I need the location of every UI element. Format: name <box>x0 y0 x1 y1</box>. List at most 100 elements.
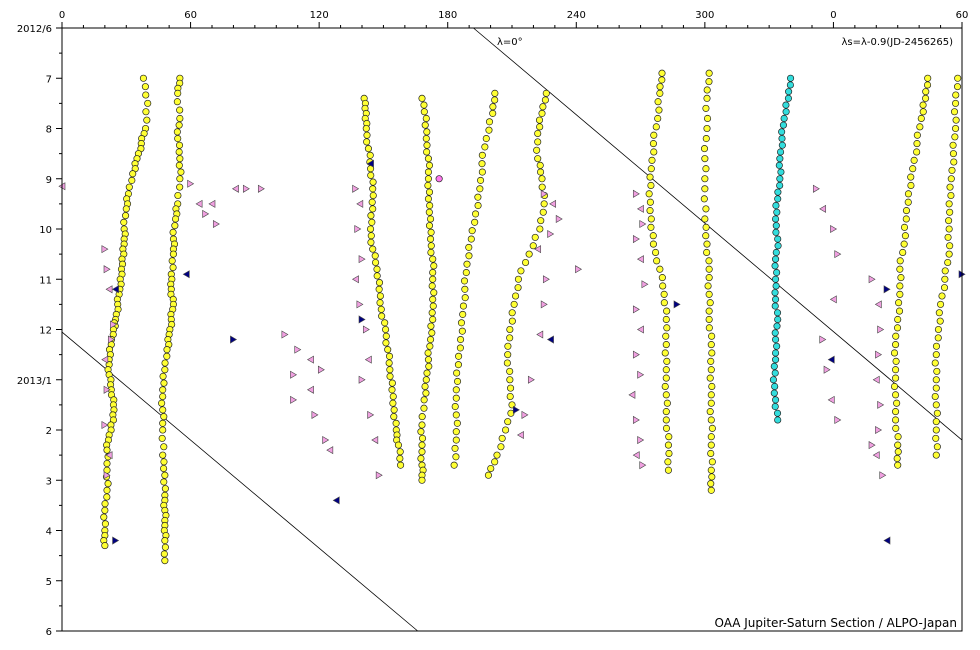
yellow-data-point <box>916 123 924 131</box>
yellow-data-point <box>656 89 664 97</box>
yellow-data-point <box>471 218 479 226</box>
x-tick-label: 180 <box>438 10 457 21</box>
yellow-data-point <box>376 292 384 300</box>
yellow-data-point <box>946 183 954 191</box>
yellow-data-point <box>540 200 548 208</box>
yellow-data-point <box>706 408 714 416</box>
yellow-data-point <box>708 382 716 391</box>
yellow-data-point <box>894 441 902 449</box>
yellow-data-point <box>487 464 495 473</box>
pink-triangle-point <box>834 415 842 424</box>
x-tick-label: 300 <box>695 10 714 21</box>
yellow-data-point <box>100 513 108 521</box>
yellow-data-point <box>892 332 900 340</box>
cyan-data-point <box>772 282 780 290</box>
yellow-data-point <box>396 454 404 463</box>
yellow-data-point <box>706 299 714 307</box>
yellow-data-point <box>103 486 111 494</box>
yellow-data-point <box>701 155 709 163</box>
yellow-data-point <box>647 181 655 190</box>
yellow-data-point <box>899 248 907 257</box>
pink-triangle-point <box>872 451 880 460</box>
cyan-data-point <box>778 128 786 136</box>
yellow-data-point <box>932 426 940 434</box>
yellow-data-point <box>369 178 377 186</box>
yellow-data-point <box>946 208 954 216</box>
yellow-data-point <box>534 138 542 146</box>
yellow-data-point <box>161 366 169 374</box>
pink-triangle-point <box>187 179 195 188</box>
cyan-data-point <box>779 121 787 129</box>
yellow-data-point <box>940 284 949 292</box>
cyan-data-point <box>776 175 784 183</box>
yellow-data-point <box>429 255 437 263</box>
yellow-data-point <box>160 443 168 451</box>
yellow-data-point <box>424 181 432 190</box>
yellow-data-point <box>422 114 430 123</box>
yellow-data-point <box>919 108 927 116</box>
yellow-data-point <box>373 265 381 273</box>
pink-triangle-point <box>823 365 831 374</box>
yellow-data-point <box>468 227 476 235</box>
yellow-data-point <box>367 238 375 246</box>
yellow-data-point <box>421 121 429 129</box>
yellow-data-point <box>458 327 466 335</box>
cyan-data-point <box>771 402 779 411</box>
yellow-data-point <box>427 215 435 223</box>
yellow-data-point <box>174 89 182 97</box>
yellow-data-point <box>534 155 542 163</box>
yellow-data-point <box>425 188 434 196</box>
yellow-data-point <box>919 101 927 109</box>
yellow-data-point <box>702 205 710 213</box>
yellow-data-point <box>427 322 435 330</box>
pink-triangle-point <box>637 436 645 445</box>
yellow-data-point <box>890 382 899 391</box>
yellow-data-point <box>938 292 946 300</box>
yellow-data-point <box>450 461 458 469</box>
yellow-data-point <box>934 325 942 334</box>
yellow-data-point <box>489 103 497 111</box>
yellow-data-point <box>703 248 711 257</box>
yellow-data-point <box>707 480 715 488</box>
lambda-zero-annotation: λ=0° <box>497 37 523 48</box>
cyan-data-point <box>772 248 780 257</box>
cyan-data-point <box>772 335 780 344</box>
yellow-data-point <box>646 198 654 206</box>
yellow-data-point <box>460 277 469 285</box>
yellow-data-point <box>426 342 434 350</box>
yellow-data-point <box>417 454 425 463</box>
pink-triangle-point <box>306 355 314 364</box>
cyan-data-point <box>786 81 794 89</box>
yellow-data-point <box>176 155 184 163</box>
pink-triangle-point <box>231 184 239 193</box>
lambda-zero-lines <box>61 27 963 632</box>
yellow-data-point <box>418 441 426 449</box>
yellow-data-point <box>945 225 953 233</box>
yellow-data-point <box>517 267 525 275</box>
yellow-data-point <box>706 374 714 382</box>
yellow-data-point <box>949 141 957 149</box>
pink-triangle-point <box>834 250 842 259</box>
yellow-data-point <box>892 416 900 424</box>
yellow-data-point <box>103 446 111 454</box>
yellow-data-point <box>901 232 909 240</box>
yellow-data-point <box>529 242 537 250</box>
yellow-data-point <box>892 408 900 416</box>
navy-triangle-point <box>111 285 119 294</box>
yellow-data-point <box>418 476 426 484</box>
yellow-data-point <box>506 392 514 401</box>
yellow-data-point <box>658 69 666 77</box>
yellow-data-point <box>489 109 497 117</box>
yellow-data-point <box>478 160 486 168</box>
yellow-data-point <box>512 292 520 300</box>
y-tick-label: 3 <box>46 476 52 487</box>
yellow-data-point <box>368 218 376 226</box>
yellow-data-point <box>895 307 904 315</box>
yellow-data-point <box>427 228 435 236</box>
yellow-data-point <box>161 536 169 545</box>
yellow-data-point <box>484 471 492 479</box>
pink-triangle-point <box>103 471 111 480</box>
cyan-data-point <box>776 155 784 163</box>
yellow-data-point <box>945 217 953 225</box>
pink-triangle-point <box>195 199 203 208</box>
